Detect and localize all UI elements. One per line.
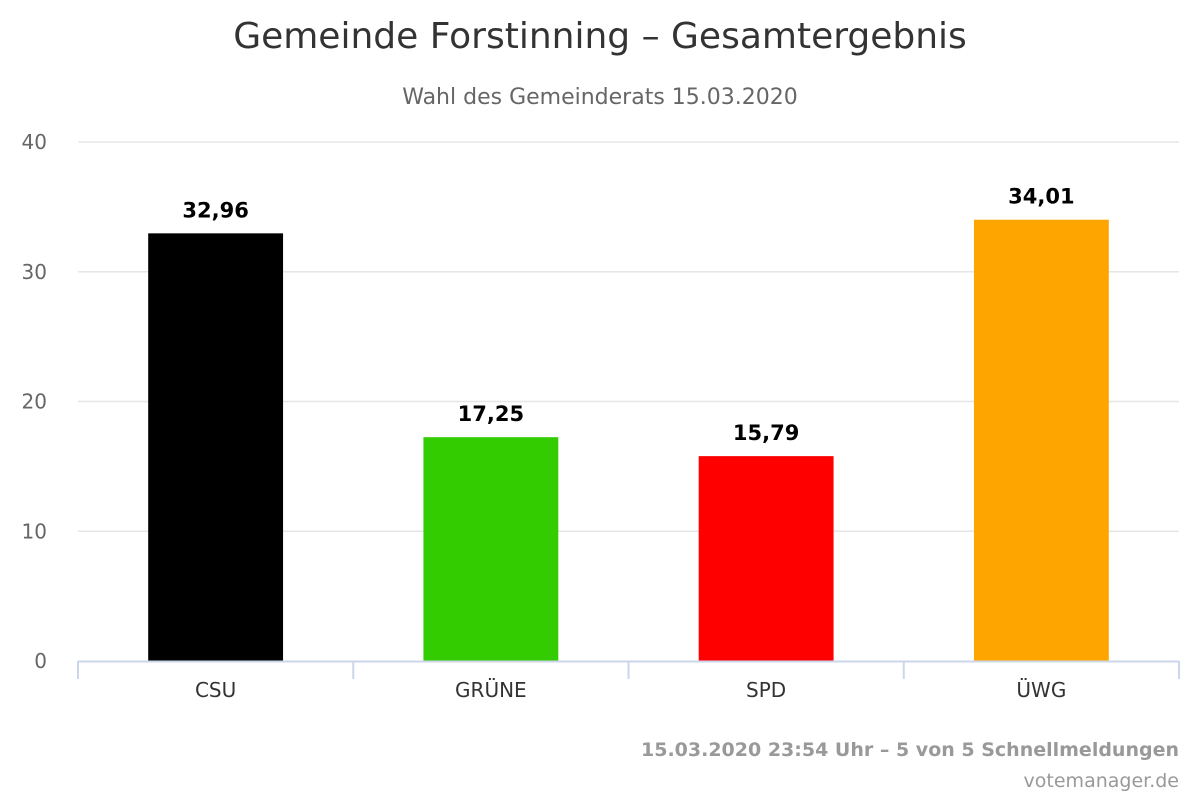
data-labels: 32,96 17,25 15,79 34,01 <box>182 185 1074 445</box>
x-tick-label: GRÜNE <box>455 678 527 702</box>
x-tick-label: CSU <box>195 678 236 702</box>
bar-spd[interactable] <box>698 456 834 661</box>
bar-csu[interactable] <box>148 233 284 661</box>
y-tick-label: 30 <box>22 260 47 284</box>
credit-source[interactable]: votemanager.de <box>1024 770 1179 792</box>
y-tick-label: 10 <box>22 519 47 543</box>
data-label: 32,96 <box>182 198 248 222</box>
chart-subtitle: Wahl des Gemeinderats 15.03.2020 <box>402 85 798 110</box>
chart-title: Gemeinde Forstinning – Gesamtergebnis <box>233 16 967 57</box>
y-tick-label: 20 <box>22 390 47 414</box>
y-tick-label: 40 <box>22 130 47 154</box>
data-label: 17,25 <box>458 402 524 426</box>
data-label: 34,01 <box>1008 185 1074 209</box>
data-label: 15,79 <box>733 421 799 445</box>
bar-grüne[interactable] <box>423 437 559 661</box>
credit-timestamp: 15.03.2020 23:54 Uhr – 5 von 5 Schnellme… <box>641 739 1179 761</box>
x-tick-label: SPD <box>746 678 786 702</box>
bar-üwg[interactable] <box>973 219 1109 661</box>
y-axis-ticks: 0 10 20 30 40 <box>22 130 47 673</box>
x-axis <box>77 660 1180 679</box>
bars <box>148 219 1109 661</box>
x-axis-ticks: CSU GRÜNE SPD ÜWG <box>195 678 1066 702</box>
y-tick-label: 0 <box>34 649 47 673</box>
x-tick-label: ÜWG <box>1016 678 1066 702</box>
